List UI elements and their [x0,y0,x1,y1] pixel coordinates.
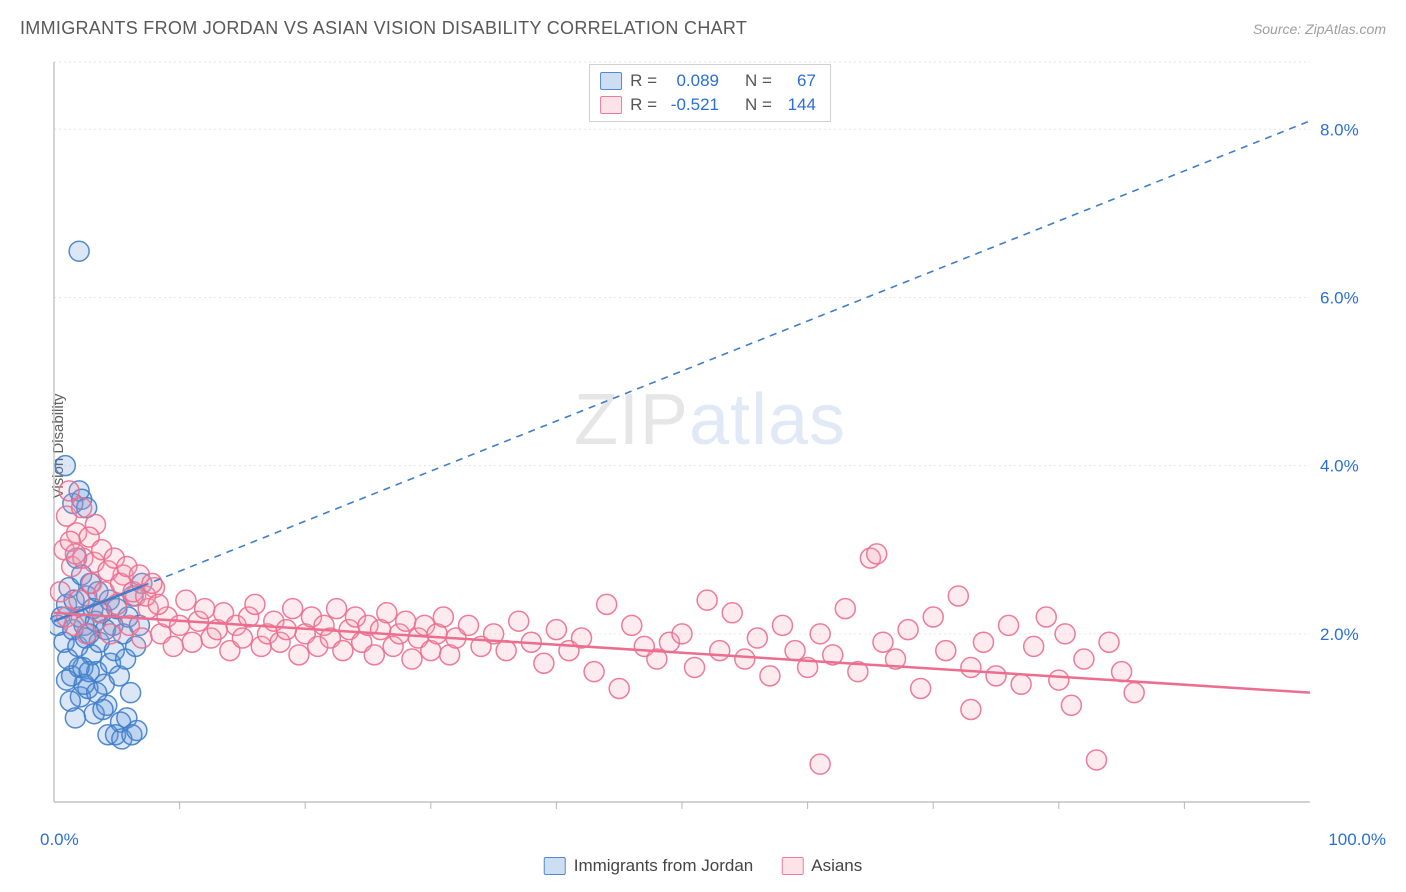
svg-text:6.0%: 6.0% [1320,288,1359,307]
stat-n-asians: 144 [780,93,816,117]
legend-label-asians: Asians [811,856,862,876]
stat-r-jordan: 0.089 [665,69,719,93]
chart-title: IMMIGRANTS FROM JORDAN VS ASIAN VISION D… [20,18,747,39]
chart-source: Source: ZipAtlas.com [1253,21,1386,37]
legend-swatch-asians [781,857,803,875]
swatch-asians [600,96,622,114]
svg-text:4.0%: 4.0% [1320,457,1359,476]
stat-n-jordan: 67 [780,69,816,93]
legend-item-jordan: Immigrants from Jordan [544,856,754,876]
plot-area: ZIPatlas 2.0%4.0%6.0%8.0% R = 0.089 N = … [50,58,1370,828]
stats-row-asians: R = -0.521 N = 144 [600,93,816,117]
x-end-label: 100.0% [1328,830,1386,850]
stat-n-label: N = [745,69,772,93]
stat-r-asians: -0.521 [665,93,719,117]
stat-r-label-2: R = [630,93,657,117]
svg-text:8.0%: 8.0% [1320,120,1359,139]
scatter-chart: 2.0% 4.0% 6.0% 8.0% [50,58,1370,828]
legend-item-asians: Asians [781,856,862,876]
legend-label-jordan: Immigrants from Jordan [574,856,754,876]
chart-header: IMMIGRANTS FROM JORDAN VS ASIAN VISION D… [20,18,1386,39]
legend-swatch-jordan [544,857,566,875]
x-start-label: 0.0% [40,830,79,850]
stat-n-label-2: N = [745,93,772,117]
swatch-jordan [600,72,622,90]
stats-row-jordan: R = 0.089 N = 67 [600,69,816,93]
stats-legend-box: R = 0.089 N = 67 R = -0.521 N = 144 [589,64,831,122]
bottom-legend: Immigrants from Jordan Asians [544,856,863,876]
stat-r-label: R = [630,69,657,93]
svg-text:2.0%: 2.0% [1320,625,1359,644]
